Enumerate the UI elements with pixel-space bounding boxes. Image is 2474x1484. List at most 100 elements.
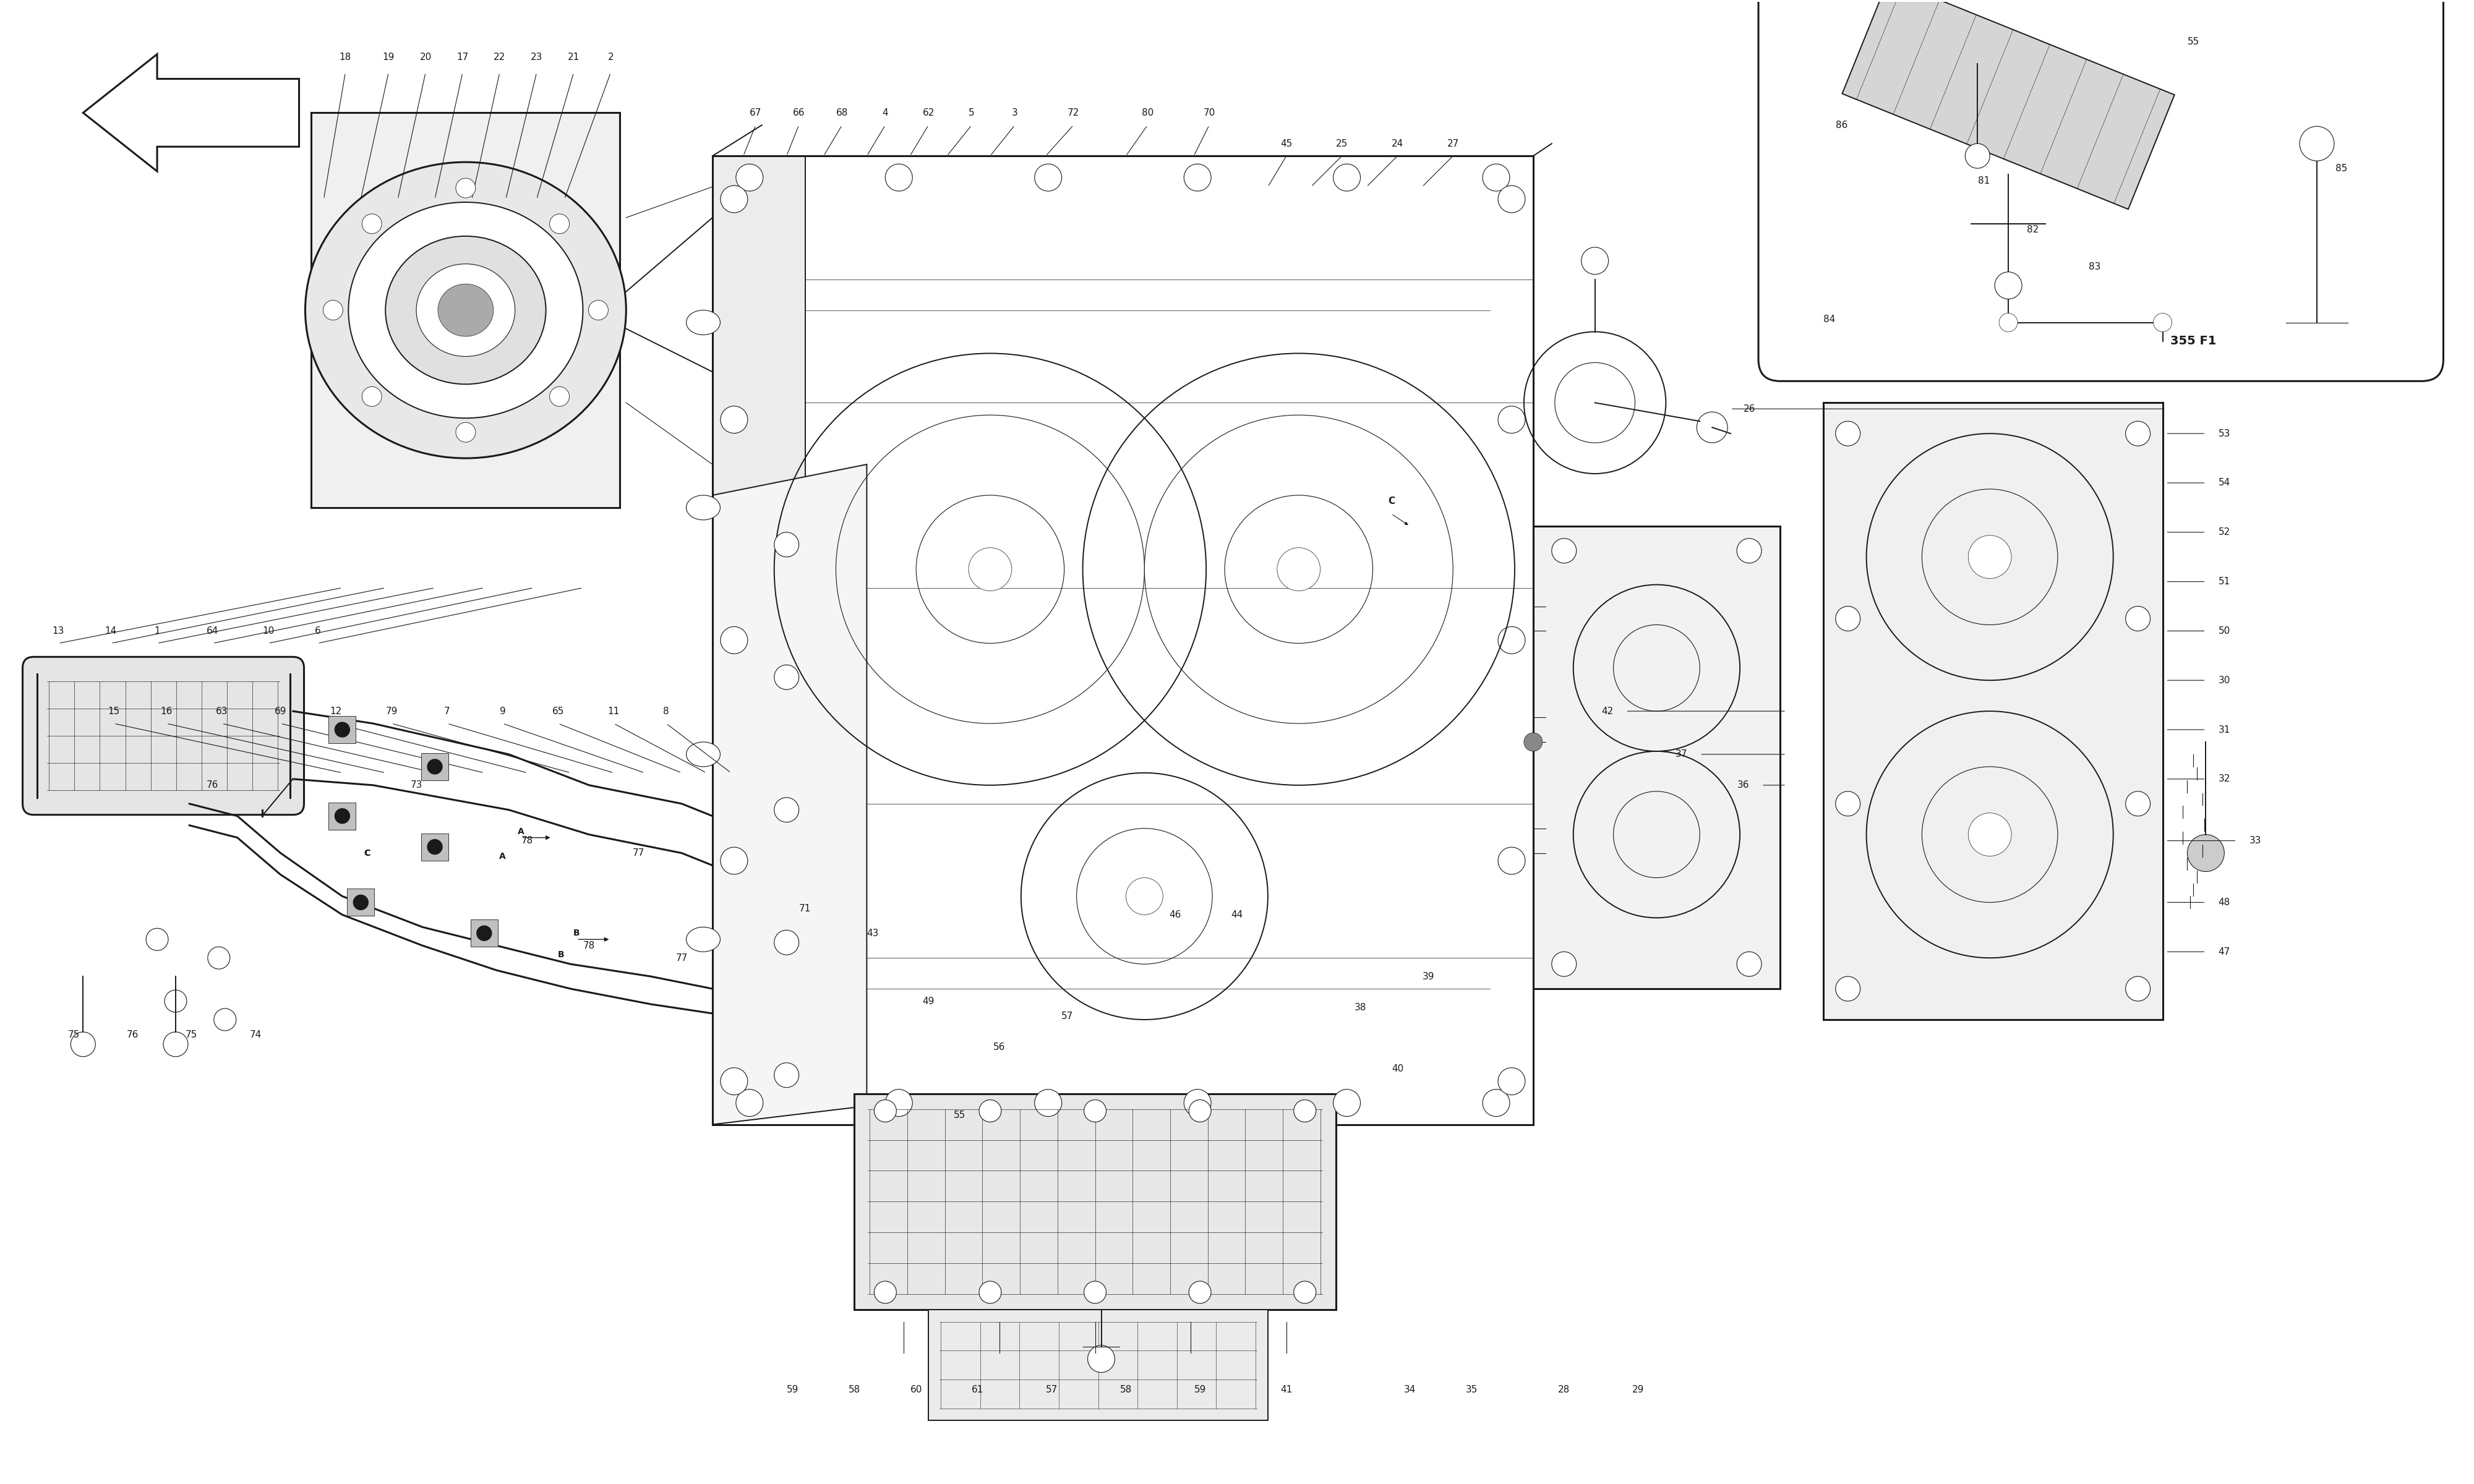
Text: 76: 76 — [126, 1030, 139, 1040]
Text: 81: 81 — [1977, 177, 1989, 186]
Circle shape — [1581, 248, 1608, 275]
Circle shape — [774, 533, 799, 556]
Circle shape — [1524, 733, 1541, 751]
Circle shape — [970, 548, 1012, 591]
Circle shape — [1836, 607, 1860, 631]
FancyBboxPatch shape — [22, 657, 304, 815]
Circle shape — [1836, 791, 1860, 816]
Bar — [329, 803, 356, 830]
Text: 24: 24 — [1390, 139, 1403, 148]
Circle shape — [213, 1009, 235, 1031]
Circle shape — [1697, 413, 1727, 442]
Text: 78: 78 — [584, 941, 596, 950]
Circle shape — [324, 300, 344, 321]
Circle shape — [1499, 626, 1524, 654]
Circle shape — [720, 847, 747, 874]
Text: 59: 59 — [787, 1385, 799, 1395]
Text: 16: 16 — [161, 706, 173, 715]
Bar — [329, 717, 356, 743]
Text: 12: 12 — [329, 706, 341, 715]
Text: 69: 69 — [275, 706, 287, 715]
Text: 84: 84 — [1823, 315, 1836, 324]
Text: A: A — [517, 827, 524, 835]
Text: 51: 51 — [2219, 577, 2229, 586]
Text: 79: 79 — [386, 706, 398, 715]
Circle shape — [549, 214, 569, 233]
Circle shape — [1294, 1100, 1316, 1122]
Circle shape — [428, 760, 443, 775]
Circle shape — [334, 723, 349, 738]
Circle shape — [2125, 976, 2150, 1002]
Text: 77: 77 — [675, 953, 688, 963]
Circle shape — [1089, 1346, 1116, 1373]
Text: 61: 61 — [972, 1385, 985, 1395]
Text: 58: 58 — [1121, 1385, 1133, 1395]
Circle shape — [2125, 791, 2150, 816]
Text: 7: 7 — [445, 706, 450, 715]
Circle shape — [735, 1089, 762, 1116]
Circle shape — [735, 163, 762, 191]
Circle shape — [980, 1281, 1002, 1303]
Text: 2: 2 — [609, 52, 614, 62]
Text: 42: 42 — [1601, 706, 1613, 715]
Circle shape — [1084, 1100, 1106, 1122]
Text: 23: 23 — [529, 52, 542, 62]
Text: 64: 64 — [208, 626, 218, 635]
Text: 27: 27 — [1447, 139, 1460, 148]
Text: 45: 45 — [1282, 139, 1291, 148]
Text: 68: 68 — [836, 108, 849, 117]
Text: 72: 72 — [1066, 108, 1079, 117]
Circle shape — [1551, 539, 1576, 562]
Ellipse shape — [685, 742, 720, 767]
Circle shape — [873, 1100, 896, 1122]
Text: 26: 26 — [1744, 404, 1754, 414]
Circle shape — [886, 1089, 913, 1116]
Text: 3: 3 — [1012, 108, 1017, 117]
Text: 53: 53 — [2219, 429, 2229, 438]
Text: 65: 65 — [552, 706, 564, 715]
Circle shape — [1969, 813, 2011, 856]
Circle shape — [774, 1063, 799, 1088]
Text: 43: 43 — [866, 929, 878, 938]
Circle shape — [774, 665, 799, 690]
Circle shape — [166, 990, 186, 1012]
Bar — [421, 752, 448, 781]
Text: 18: 18 — [339, 52, 351, 62]
Text: 83: 83 — [2088, 263, 2100, 272]
FancyArrow shape — [84, 53, 299, 171]
Polygon shape — [713, 156, 804, 496]
Circle shape — [720, 626, 747, 654]
Text: 75: 75 — [67, 1030, 79, 1040]
Text: 15: 15 — [109, 706, 119, 715]
Text: 5: 5 — [970, 108, 975, 117]
Circle shape — [1333, 163, 1361, 191]
Text: A: A — [500, 852, 507, 861]
Bar — [421, 834, 448, 861]
Circle shape — [1737, 951, 1761, 976]
Circle shape — [455, 423, 475, 442]
Circle shape — [334, 809, 349, 824]
Text: 77: 77 — [633, 849, 643, 858]
Bar — [1823, 402, 2162, 1020]
Bar — [854, 1094, 1336, 1309]
Circle shape — [455, 178, 475, 197]
Text: 70: 70 — [1202, 108, 1215, 117]
Circle shape — [428, 840, 443, 855]
Ellipse shape — [416, 264, 515, 356]
Ellipse shape — [386, 236, 547, 384]
Text: 55: 55 — [2187, 37, 2199, 46]
Text: 59: 59 — [1195, 1385, 1205, 1395]
Text: 10: 10 — [262, 626, 275, 635]
Text: 78: 78 — [522, 835, 534, 846]
Text: 50: 50 — [2219, 626, 2229, 635]
Circle shape — [1333, 1089, 1361, 1116]
Text: 46: 46 — [1170, 910, 1180, 920]
Text: 86: 86 — [1836, 120, 1848, 129]
Circle shape — [1482, 163, 1509, 191]
Circle shape — [146, 929, 168, 951]
Text: 52: 52 — [2219, 528, 2229, 537]
Circle shape — [720, 1067, 747, 1095]
Text: 30: 30 — [2219, 675, 2229, 686]
Circle shape — [1034, 1089, 1061, 1116]
Circle shape — [2125, 607, 2150, 631]
